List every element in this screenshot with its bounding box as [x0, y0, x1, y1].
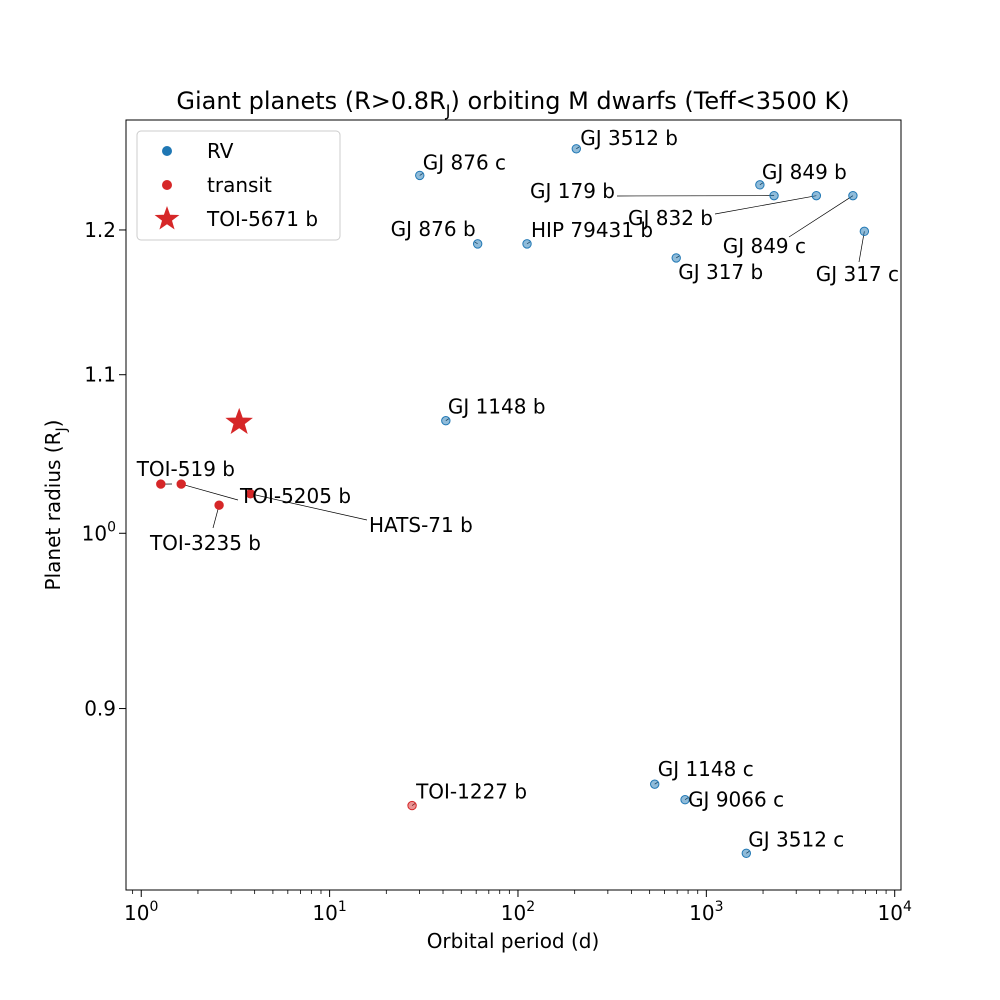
label-gj-317-b: GJ 317 b — [678, 260, 763, 284]
point-toi-5205-b — [176, 479, 186, 489]
y-tick-label: 1.2 — [84, 218, 116, 242]
label-gj-1148-b: GJ 1148 b — [448, 395, 546, 419]
x-tick-label: 104 — [878, 899, 912, 925]
point-gj-876-b — [472, 239, 483, 249]
label-gj-876-b: GJ 876 b — [391, 217, 476, 241]
point-gj-849-c — [848, 190, 858, 201]
label-gj-832-b: GJ 832 b — [628, 206, 713, 230]
leader-toi-5205-b — [181, 483, 239, 501]
point-hats-71-b — [245, 489, 256, 499]
x-tick-label: 103 — [689, 899, 723, 925]
y-axis-label-main: Planet radius (R — [41, 431, 65, 590]
label-gj-9066-c: GJ 9066 c — [688, 788, 784, 812]
label-toi-1227-b: TOI-1227 b — [415, 780, 527, 804]
label-gj-179-b: GJ 179 b — [530, 179, 615, 203]
label-gj-876-c: GJ 876 c — [423, 150, 506, 174]
label-gj-849-c: GJ 849 c — [723, 234, 806, 258]
label-hip-79431-b: HIP 79431 b — [531, 218, 653, 242]
leader-gj-832-b — [714, 195, 817, 215]
legend-marker-rv — [162, 146, 172, 156]
label-gj-3512-c: GJ 3512 c — [748, 827, 844, 851]
y-axis-label: Planet radius (RJ) — [41, 420, 70, 591]
legend-box — [136, 130, 341, 241]
axis-ticks: 100 101 102 103 104 0.9 100 1.1 1.2 — [82, 218, 912, 925]
legend-label-transit: transit — [207, 173, 272, 197]
point-toi-519-b — [156, 479, 166, 489]
leader-gj-317-c — [858, 231, 865, 263]
y-tick-label: 0.9 — [84, 697, 116, 721]
label-gj-3512-b: GJ 3512 b — [580, 126, 678, 150]
plot-frame — [125, 119, 902, 891]
point-gj-832-b — [811, 190, 822, 201]
label-toi-3235-b: TOI-3235 b — [149, 531, 261, 555]
point-gj-317-c — [859, 226, 870, 237]
legend-marker-star — [154, 206, 180, 230]
chart-title-rest: ) orbiting M dwarfs (Teff<3500 K) — [450, 87, 849, 115]
x-axis-label: Orbital period (d) — [427, 929, 600, 953]
data-points — [156, 144, 870, 859]
point-gj-1148-c — [650, 779, 660, 789]
point-hip-79431-b — [522, 239, 532, 249]
legend: RV transit TOI-5671 b — [136, 130, 341, 241]
point-gj-876-c — [415, 170, 425, 181]
label-toi-5205-b: TOI-5205 b — [239, 484, 351, 508]
y-axis-label-rest: ) — [41, 420, 65, 428]
label-gj-317-c: GJ 317 c — [816, 262, 899, 286]
point-gj-179-b — [769, 190, 779, 201]
x-tick-label: 102 — [501, 899, 535, 925]
star-marker-toi-5671-b — [225, 407, 253, 435]
y-axis-label-subscript: J — [54, 427, 70, 432]
point-gj-317-b — [671, 253, 681, 263]
chart-title-subscript: J — [445, 101, 451, 120]
legend-marker-transit — [162, 180, 172, 190]
point-labels: GJ 3512 b GJ 876 c GJ 179 b GJ 849 b GJ 832 … — [136, 126, 899, 852]
point-gj-849-b — [755, 180, 765, 190]
point-gj-9066-c — [680, 795, 690, 805]
leader-gj-849-c — [788, 195, 854, 238]
legend-label-rv: RV — [207, 139, 234, 163]
point-gj-1148-b — [441, 416, 451, 426]
chart-title: Giant planets (R>0.8RJ) orbiting M dwarf… — [176, 87, 849, 120]
y-tick-label: 100 — [82, 519, 116, 545]
label-toi-519-b: TOI-519 b — [136, 457, 235, 481]
point-gj-3512-c — [741, 848, 752, 859]
x-tick-label: 101 — [312, 899, 346, 925]
x-tick-label: 100 — [124, 899, 158, 925]
y-tick-label: 1.1 — [84, 363, 116, 387]
point-toi-1227-b — [407, 800, 417, 811]
label-hats-71-b: HATS-71 b — [369, 513, 473, 537]
label-gj-1148-c: GJ 1148 c — [658, 757, 754, 781]
label-gj-849-b: GJ 849 b — [762, 160, 847, 184]
leader-hats-71-b — [250, 493, 368, 521]
chart-title-main: Giant planets (R>0.8R — [176, 87, 445, 115]
point-gj-3512-b — [571, 144, 581, 154]
point-toi-3235-b — [214, 500, 224, 510]
legend-label-star: TOI-5671 b — [206, 207, 318, 231]
